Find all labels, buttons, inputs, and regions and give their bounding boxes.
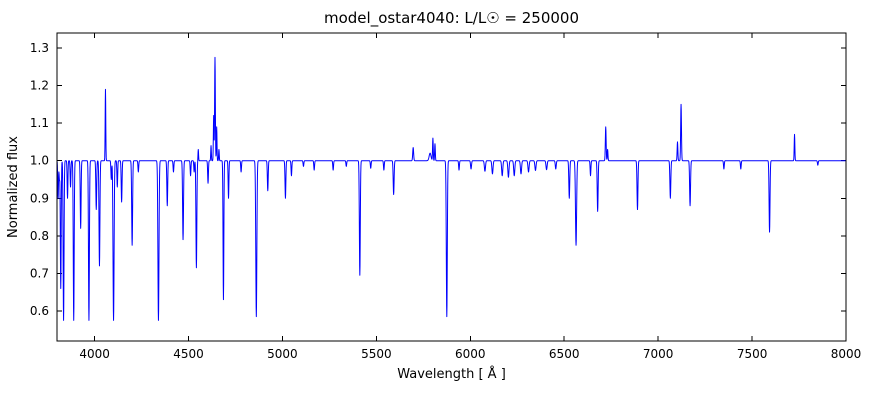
y-tick-label: 1.0: [30, 154, 49, 168]
axis-ticks: 4000 4500 5000 5500 6000 6500 7000 7500 8000 0.6 0…: [30, 33, 861, 361]
x-tick-label: 8000: [831, 347, 862, 361]
spectrum-line: [56, 56, 847, 321]
x-tick-label: 6500: [549, 347, 580, 361]
y-tick-label: 0.8: [30, 229, 49, 243]
y-tick-label: 0.6: [30, 304, 49, 318]
x-tick-label: 6000: [455, 347, 486, 361]
x-tick-label: 4500: [173, 347, 204, 361]
x-axis-label: Wavelength [ Å ]: [397, 366, 506, 382]
x-tick-label: 7000: [643, 347, 674, 361]
x-tick-label: 4000: [79, 347, 110, 361]
x-tick-label: 5500: [361, 347, 392, 361]
y-tick-label: 0.9: [30, 191, 49, 205]
x-tick-label: 7500: [737, 347, 768, 361]
plot-title: model_ostar4040: L/L☉ = 250000: [324, 9, 579, 28]
y-tick-label: 1.3: [30, 41, 49, 55]
x-tick-label: 5000: [267, 347, 298, 361]
axes-frame: [56, 32, 847, 342]
plot-area: [57, 33, 846, 341]
y-tick-label: 0.7: [30, 266, 49, 280]
y-tick-label: 1.2: [30, 79, 49, 93]
y-axis-label: Normalized flux: [6, 136, 21, 238]
y-tick-label: 1.1: [30, 116, 49, 130]
